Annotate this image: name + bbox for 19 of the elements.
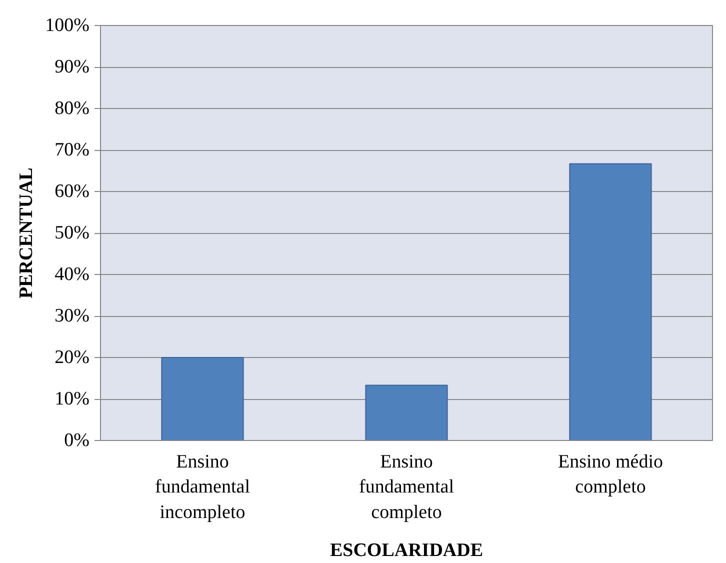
bar [365,384,448,440]
y-tick-label: 40% [54,264,90,285]
y-tick-label: 20% [54,347,90,368]
y-tick-label: 30% [54,306,90,326]
bar [161,357,244,440]
x-tick-label: Ensino fundamental incompleto [155,452,250,523]
bar [569,163,652,440]
x-tick-label: Ensino médio completo [558,452,664,498]
y-axis-title: PERCENTUAL [16,168,38,298]
y-tick-label: 100% [45,15,90,36]
y-tick-label: 90% [54,56,90,78]
y-tick-label: 0% [64,430,90,451]
y-tick-label: 50% [54,222,90,244]
x-axis-title: ESCOLARIDADE [330,540,484,561]
y-tick-label: 80% [54,98,90,119]
x-tick-label: Ensino fundamental completo [359,452,454,523]
y-tick-label: 60% [54,181,90,202]
y-tick-label: 70% [54,140,90,160]
y-tick-label: 10% [54,388,90,410]
